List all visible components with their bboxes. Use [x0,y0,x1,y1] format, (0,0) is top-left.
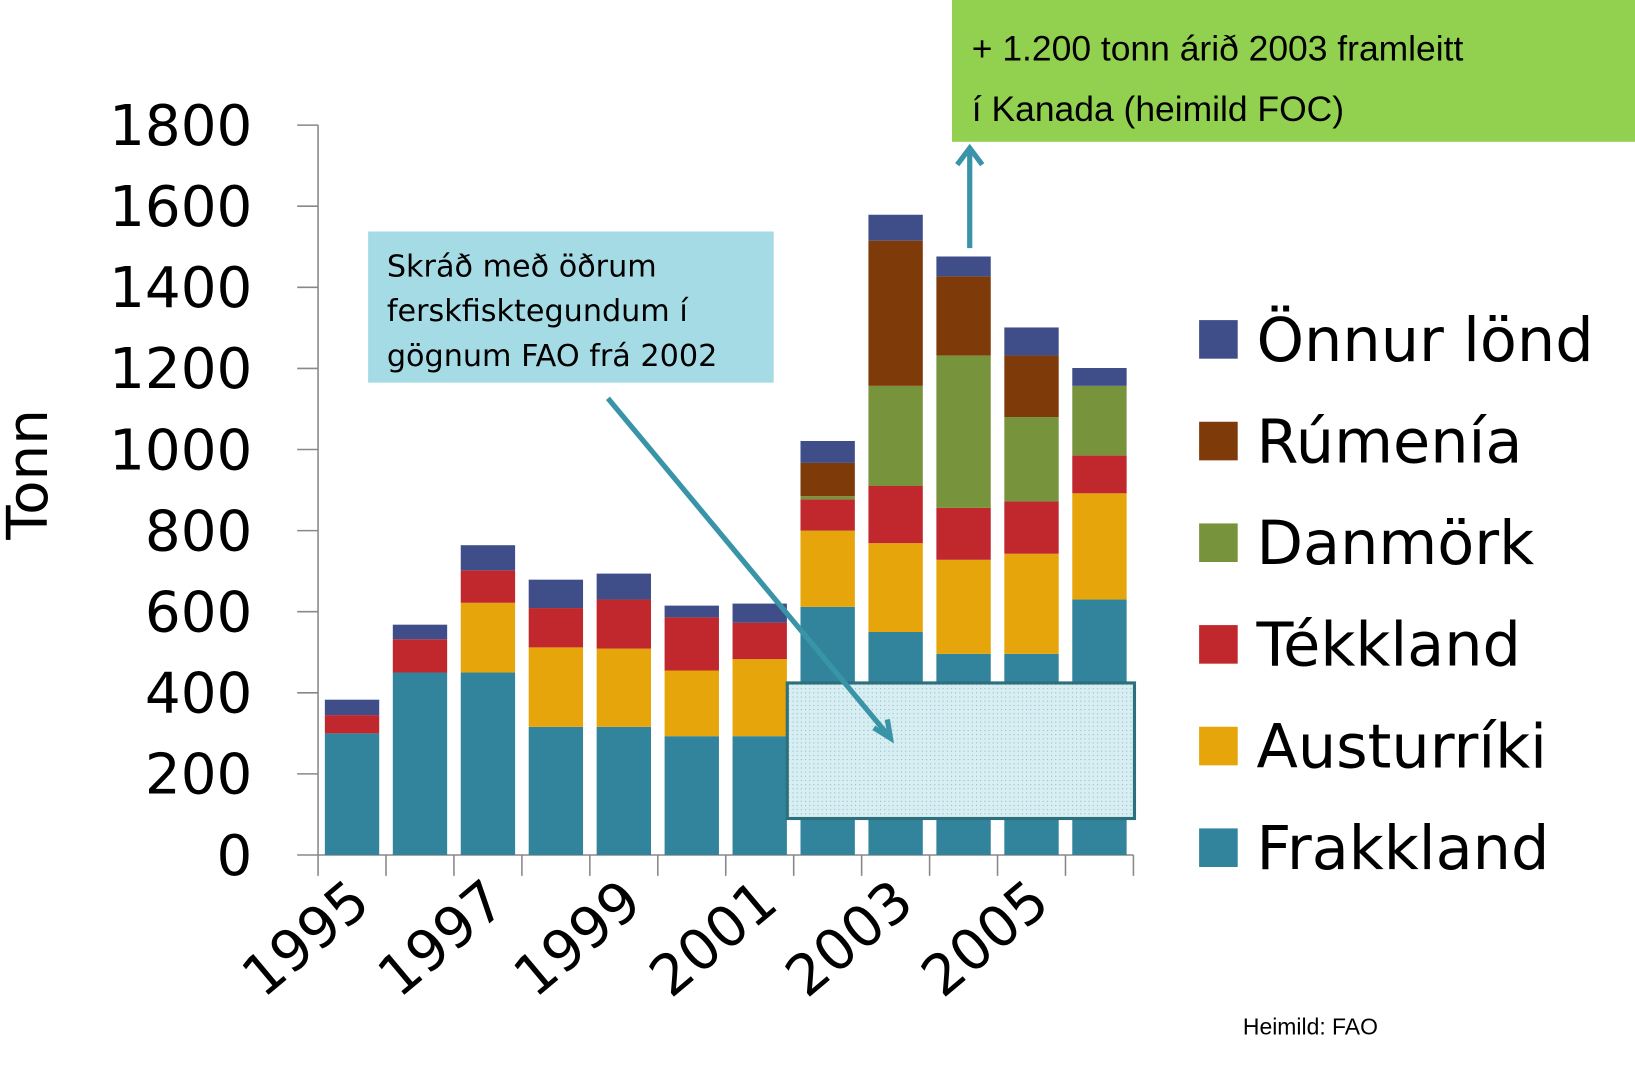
bar-segment [936,559,991,654]
legend-label: Önnur lönd [1256,305,1593,376]
bar-segment [1004,355,1059,418]
y-tick-label: 800 [145,499,252,564]
bar-segment [1004,417,1059,502]
canada-note: í Kanada (heimild FOC) [972,89,1344,129]
bar-segment [664,605,719,618]
fao-note: gögnum FAO frá 2002 [387,339,717,374]
bar-segment [460,672,516,855]
x-tick-label: 2005 [910,868,1062,1010]
x-tick-label: 2003 [774,868,926,1010]
legend-label: Danmörk [1256,509,1534,579]
bar-segment [800,440,855,463]
bar-segment [664,617,719,671]
bar-segment [1072,493,1127,600]
bar-segment [1072,455,1127,494]
legend-swatch [1199,421,1238,461]
bar-segment [800,462,855,497]
bar-segment [732,736,787,855]
legend-label: Rúmenía [1256,407,1522,477]
bar-segment [868,543,923,632]
legend-label: Austurríki [1256,712,1547,782]
bar-segment [392,639,448,673]
bar-segment [936,276,991,356]
fao-note-box [368,231,774,383]
bar-segment [528,608,584,648]
x-tick-label: 1997 [366,868,518,1010]
bar-segment [1004,327,1059,356]
bar-segment [868,385,923,487]
bar-segment [732,659,787,737]
bar-segment [664,670,719,737]
highlight-box [785,681,1137,821]
bar-segment [732,603,787,623]
x-tick-label: 1995 [230,868,382,1010]
bar-segment [392,672,448,855]
bar-segment [596,573,652,600]
bar-segment [1004,553,1059,654]
legend-swatch [1199,523,1238,563]
bar-segment [1072,368,1127,386]
bar-segment [868,214,923,241]
bar-segment [664,736,719,855]
y-tick-label: 1200 [109,337,252,402]
bar-segment [800,496,855,500]
legend-label: Frakkland [1256,814,1549,884]
bar-segment [324,733,380,855]
bar-segment [528,579,584,609]
legend-swatch [1199,726,1238,766]
legend-swatch [1199,828,1238,867]
fao-note: Skráð með öðrum [387,249,657,284]
bar-segment [528,647,584,727]
bar-segment [528,726,584,855]
bar-segment [732,622,787,660]
bar-segment [460,545,516,571]
bar-segment [596,599,652,649]
legend-label: Tékkland [1255,611,1520,681]
x-tick-label: 2001 [638,868,790,1010]
y-axis-label: Tonn [0,409,61,541]
bar-segment [392,624,448,640]
source: Heimild: FAO [1243,1013,1378,1039]
bar-segment [1004,501,1059,554]
arrow-head [955,143,985,167]
bar-segment [800,499,855,531]
bar-segment [324,715,380,734]
y-tick-label: 1400 [109,256,252,321]
y-tick-label: 1600 [109,175,252,240]
bar-segment [460,602,516,673]
bar-segment [324,699,380,716]
bar-segment [596,726,652,855]
y-tick-label: 1800 [109,94,252,159]
bar-segment [460,570,516,603]
bar-segment [1072,385,1127,456]
bar-segment [596,648,652,727]
legend-swatch [1199,320,1238,359]
y-tick-label: 1000 [109,418,252,483]
bar-segment [868,240,923,386]
bar-segment [936,507,991,560]
y-tick-label: 200 [145,743,252,808]
canada-note: + 1.200 tonn árið 2003 framleitt [972,28,1464,68]
legend-swatch [1199,625,1238,664]
bar-segment [936,355,991,508]
plot-area: 0200400600800100012001400160018001995199… [109,94,1135,1010]
bar-segment [936,256,991,277]
y-tick-label: 0 [217,824,253,889]
arrow [605,396,889,735]
canada-note-box [952,0,1635,142]
arrow-head [872,719,895,744]
bar-segment [868,486,923,544]
bar-segment [800,530,855,607]
fao-note: ferskfisktegundum í [387,294,689,329]
y-tick-label: 400 [145,662,252,727]
y-tick-label: 600 [145,581,252,646]
x-tick-label: 1999 [502,868,654,1010]
